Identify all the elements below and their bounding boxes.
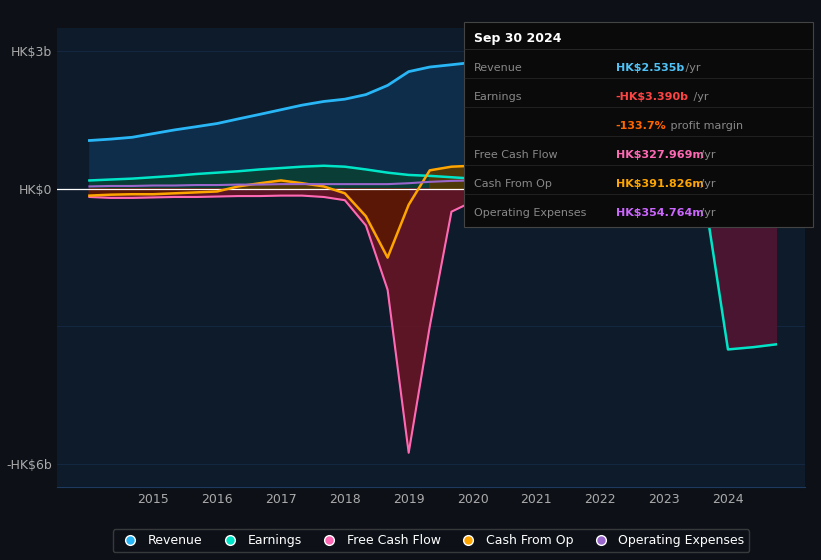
Text: Operating Expenses: Operating Expenses xyxy=(474,208,586,218)
Text: HK$391.826m: HK$391.826m xyxy=(616,179,704,189)
Legend: Revenue, Earnings, Free Cash Flow, Cash From Op, Operating Expenses: Revenue, Earnings, Free Cash Flow, Cash … xyxy=(112,529,750,552)
Text: Cash From Op: Cash From Op xyxy=(474,179,552,189)
Text: Free Cash Flow: Free Cash Flow xyxy=(474,150,557,160)
Text: -133.7%: -133.7% xyxy=(616,121,667,131)
Text: HK$2.535b: HK$2.535b xyxy=(616,63,684,73)
Text: /yr: /yr xyxy=(682,63,701,73)
Text: /yr: /yr xyxy=(690,92,709,102)
Text: /yr: /yr xyxy=(697,208,716,218)
Text: HK$354.764m: HK$354.764m xyxy=(616,208,704,218)
Text: /yr: /yr xyxy=(697,150,716,160)
Text: profit margin: profit margin xyxy=(667,121,744,131)
Text: Revenue: Revenue xyxy=(474,63,522,73)
Text: /yr: /yr xyxy=(697,179,716,189)
Text: Earnings: Earnings xyxy=(474,92,522,102)
Text: HK$327.969m: HK$327.969m xyxy=(616,150,704,160)
Text: Sep 30 2024: Sep 30 2024 xyxy=(474,32,562,45)
Text: -HK$3.390b: -HK$3.390b xyxy=(616,92,689,102)
